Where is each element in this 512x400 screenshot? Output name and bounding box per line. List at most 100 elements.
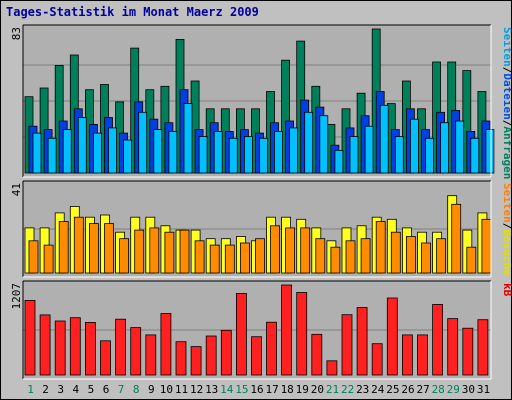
bar-hits-seiten-day-1 [32,132,42,174]
panel-visits: 41 Seiten/Besuche [10,180,511,278]
bar-kb-kb-day-24 [371,343,383,376]
bar-visits-seiten-day-31 [481,218,492,274]
bar-visits-seiten-day-3 [58,221,69,274]
day-label-12: 12 [190,383,203,396]
chart-panels: 83Seiten/Dateien/Anfragen41Seiten/Besuch… [10,24,511,380]
bar-hits-seiten-day-3 [62,129,72,174]
bar-visits-seiten-day-24 [375,221,386,274]
bar-hits-seiten-day-5 [93,132,102,174]
bar-visits-seiten-day-13 [209,244,220,274]
bar-kb-kb-day-3 [54,320,66,376]
bar-visits-seiten-day-15 [239,242,250,274]
bar-visits-seiten-day-10 [164,231,175,274]
legend-entry: Besuche [501,229,511,276]
bar-kb-kb-day-25 [386,297,398,376]
day-label-9: 9 [148,383,155,396]
bar-visits-seiten-day-14 [224,244,235,274]
bar-visits-seiten-day-21 [330,246,341,274]
bar-kb-kb-day-27 [417,334,428,376]
bar-hits-seiten-day-26 [409,118,419,174]
day-label-10: 10 [160,383,173,396]
day-label-4: 4 [72,383,79,396]
bar-hits-seiten-day-28 [440,122,450,174]
bar-kb-kb-day-21 [326,360,338,376]
bar-kb-kb-day-22 [341,314,353,376]
day-label-31: 31 [477,383,490,396]
legend-entry: Seiten [501,183,511,223]
legend-entry: Dateien [501,73,511,119]
bar-kb-kb-day-23 [356,307,368,376]
bar-hits-seiten-day-8 [138,111,148,174]
bar-hits-seiten-day-17 [274,130,283,174]
bar-visits-seiten-day-20 [315,238,326,274]
bar-hits-seiten-day-22 [349,136,359,174]
bar-visits-seiten-day-4 [73,216,84,274]
y-max-label-kb: 1207 [10,283,23,310]
bar-kb-kb-day-28 [432,303,444,376]
bar-kb-kb-day-7 [115,318,126,376]
legend-entry: Seiten [501,27,511,67]
bar-visits-seiten-day-25 [390,231,401,274]
bar-kb-kb-day-12 [190,346,202,376]
bar-hits-seiten-day-14 [228,137,238,174]
bar-hits-seiten-day-25 [394,136,404,174]
bar-hits-seiten-day-2 [47,137,57,174]
bar-kb-kb-day-4 [69,317,81,376]
bar-kb-kb-day-17 [266,321,277,376]
day-label-1: 1 [27,383,34,396]
day-label-16: 16 [250,383,263,396]
day-label-2: 2 [42,383,49,396]
bar-hits-seiten-day-15 [243,136,253,174]
day-label-28: 28 [432,383,445,396]
bar-hits-seiten-day-12 [198,136,208,174]
day-label-3: 3 [57,383,64,396]
bar-visits-seiten-day-23 [360,238,371,274]
y-max-label-visits: 41 [10,183,23,196]
bar-visits-seiten-day-27 [421,242,431,274]
bar-hits-seiten-day-20 [319,115,329,174]
legend-entry: / [501,120,511,127]
bar-visits-seiten-day-5 [89,223,99,274]
bar-kb-kb-day-18 [281,284,293,376]
bar-hits-seiten-day-29 [455,120,465,174]
bar-kb-kb-day-19 [296,292,308,376]
bar-visits-seiten-day-6 [104,223,114,274]
bar-kb-kb-day-26 [401,334,413,376]
legend-entry: Anfragen [501,126,511,179]
day-label-23: 23 [356,383,369,396]
day-label-15: 15 [235,383,248,396]
bar-visits-seiten-day-18 [285,227,296,274]
bar-hits-seiten-day-23 [364,125,374,174]
bar-visits-seiten-day-1 [28,240,39,274]
day-label-19: 19 [296,383,309,396]
day-label-17: 17 [265,383,278,396]
bar-hits-seiten-day-31 [485,129,495,174]
day-label-30: 30 [462,383,475,396]
y-max-label-hits: 83 [10,27,23,40]
bar-hits-seiten-day-7 [123,139,132,174]
bar-hits-seiten-day-24 [379,104,389,174]
bar-visits-seiten-day-26 [405,236,416,274]
panel-kb: 1207 kB [10,280,511,380]
bar-visits-seiten-day-28 [436,238,447,274]
bar-visits-seiten-day-22 [345,240,356,274]
bar-kb-kb-day-10 [160,313,172,376]
day-label-11: 11 [175,383,188,396]
bar-visits-seiten-day-11 [179,229,190,274]
bar-kb-kb-day-14 [220,329,232,376]
bar-kb-kb-day-8 [130,327,142,376]
x-axis-day-labels: 1 2 3 4 5 6 7 8 9 10 11 12 13 14 15 16 17 18 19 20 21 22 23 24 2… [27,383,490,396]
bar-hits-seiten-day-27 [425,137,434,174]
bar-kb-kb-day-15 [235,292,247,376]
day-label-6: 6 [103,383,110,396]
bar-hits-seiten-day-9 [153,129,163,174]
legend-visits: Seiten/Besuche [501,183,511,276]
day-label-21: 21 [326,383,339,396]
bar-hits-seiten-day-21 [334,149,344,174]
legend-entry: kB [501,283,511,297]
bar-kb-kb-day-31 [477,319,489,376]
day-label-18: 18 [281,383,294,396]
bar-kb-kb-day-30 [462,327,474,376]
bar-kb-kb-day-9 [145,334,157,376]
bar-hits-seiten-day-18 [289,127,299,174]
